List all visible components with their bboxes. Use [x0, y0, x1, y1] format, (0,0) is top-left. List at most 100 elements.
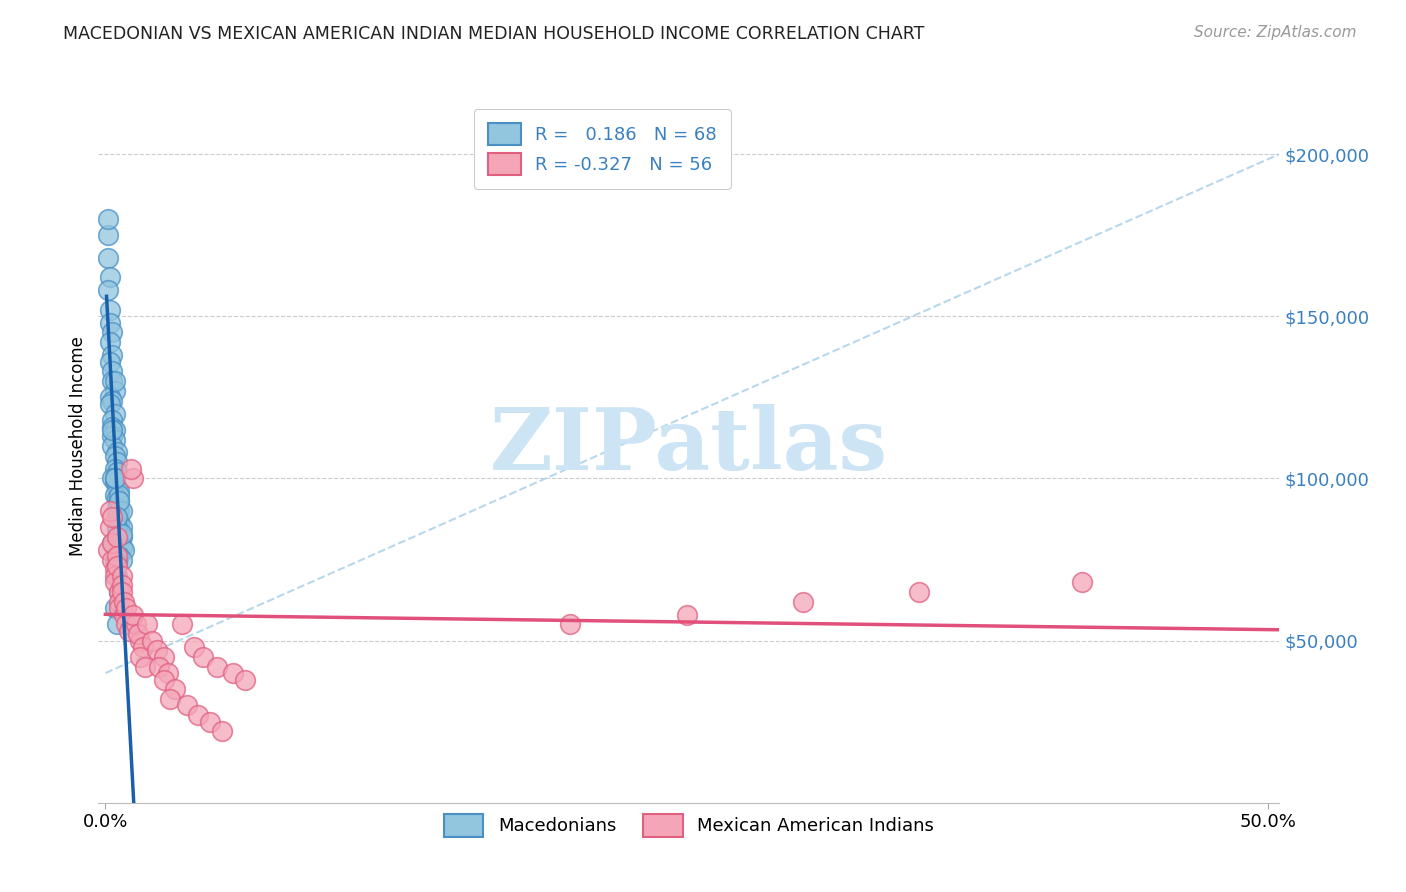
Point — [101, 552, 124, 566]
Point — [108, 601, 131, 615]
Point — [105, 520, 128, 534]
Point — [111, 530, 134, 544]
Point — [122, 471, 145, 485]
Point — [108, 536, 131, 550]
Point — [104, 488, 127, 502]
Point — [104, 552, 127, 566]
Point — [101, 510, 124, 524]
Point — [104, 384, 127, 398]
Point — [98, 397, 121, 411]
Point — [97, 251, 120, 265]
Point — [101, 419, 124, 434]
Point — [112, 607, 135, 622]
Point — [122, 607, 145, 622]
Point — [159, 692, 181, 706]
Point — [136, 617, 159, 632]
Point — [98, 504, 121, 518]
Point — [104, 407, 127, 421]
Point — [127, 627, 149, 641]
Point — [104, 568, 127, 582]
Point — [108, 488, 131, 502]
Point — [111, 578, 134, 592]
Point — [105, 445, 128, 459]
Point — [908, 585, 931, 599]
Point — [112, 595, 135, 609]
Point — [105, 510, 128, 524]
Point — [101, 536, 124, 550]
Point — [108, 585, 131, 599]
Point — [792, 595, 814, 609]
Point — [105, 549, 128, 564]
Point — [157, 666, 180, 681]
Point — [105, 481, 128, 495]
Point — [97, 228, 120, 243]
Point — [98, 354, 121, 368]
Point — [115, 617, 138, 632]
Point — [105, 500, 128, 515]
Point — [111, 552, 134, 566]
Point — [98, 302, 121, 317]
Point — [98, 520, 121, 534]
Point — [152, 649, 174, 664]
Y-axis label: Median Household Income: Median Household Income — [69, 336, 87, 556]
Point — [145, 643, 167, 657]
Text: Source: ZipAtlas.com: Source: ZipAtlas.com — [1194, 25, 1357, 40]
Point — [198, 714, 221, 729]
Point — [124, 617, 146, 632]
Point — [101, 439, 124, 453]
Point — [98, 335, 121, 350]
Point — [101, 471, 124, 485]
Point — [108, 494, 131, 508]
Point — [115, 601, 138, 615]
Point — [104, 562, 127, 576]
Point — [101, 348, 124, 362]
Point — [141, 633, 163, 648]
Point — [105, 455, 128, 469]
Point — [98, 270, 121, 285]
Point — [129, 633, 152, 648]
Point — [98, 390, 121, 404]
Point — [112, 542, 135, 557]
Point — [104, 471, 127, 485]
Point — [104, 471, 127, 485]
Point — [104, 449, 127, 463]
Point — [101, 326, 124, 340]
Point — [105, 533, 128, 547]
Point — [205, 659, 228, 673]
Point — [101, 374, 124, 388]
Point — [165, 682, 187, 697]
Point — [108, 504, 131, 518]
Point — [108, 494, 131, 508]
Point — [233, 673, 256, 687]
Point — [560, 617, 582, 632]
Point — [134, 659, 156, 673]
Point — [105, 524, 128, 538]
Point — [111, 568, 134, 582]
Point — [104, 374, 127, 388]
Point — [111, 540, 134, 554]
Point — [105, 556, 128, 570]
Point — [111, 526, 134, 541]
Point — [105, 617, 128, 632]
Point — [222, 666, 245, 681]
Point — [105, 465, 128, 479]
Point — [98, 316, 121, 330]
Point — [101, 536, 124, 550]
Text: MACEDONIAN VS MEXICAN AMERICAN INDIAN MEDIAN HOUSEHOLD INCOME CORRELATION CHART: MACEDONIAN VS MEXICAN AMERICAN INDIAN ME… — [63, 25, 925, 43]
Point — [111, 520, 134, 534]
Point — [105, 510, 128, 524]
Point — [211, 724, 233, 739]
Point — [101, 393, 124, 408]
Point — [105, 568, 128, 582]
Point — [148, 659, 170, 673]
Point — [104, 433, 127, 447]
Point — [105, 559, 128, 574]
Point — [187, 708, 209, 723]
Point — [120, 461, 142, 475]
Point — [191, 649, 214, 664]
Point — [108, 526, 131, 541]
Point — [97, 283, 120, 297]
Point — [104, 575, 127, 590]
Point — [1070, 575, 1092, 590]
Point — [131, 640, 153, 654]
